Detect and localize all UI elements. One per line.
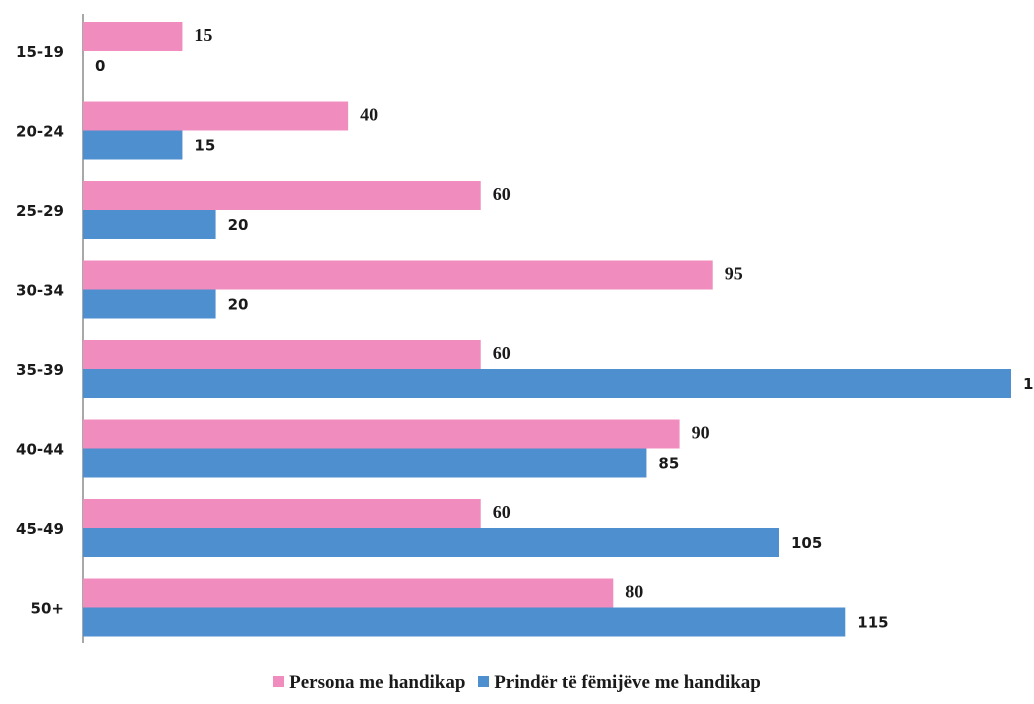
legend: Persona me handikap Prindër të fëmijëve … <box>0 672 1034 694</box>
bar-prinder <box>83 369 1011 398</box>
data-label: 90 <box>692 423 710 443</box>
bar-prinder <box>83 130 183 160</box>
category-label: 30-34 <box>16 282 64 300</box>
data-label: 85 <box>658 455 679 473</box>
category-label: 50+ <box>31 600 64 618</box>
data-label: 115 <box>857 614 888 632</box>
data-label: 15 <box>194 25 212 45</box>
category-label: 15-19 <box>16 43 64 61</box>
data-label: 0 <box>95 57 105 75</box>
bar-persona <box>83 22 183 51</box>
bar-prinder <box>83 528 779 557</box>
bar-persona <box>83 578 614 608</box>
bars-layer <box>83 22 1011 637</box>
legend-item-persona: Persona me handikap <box>273 672 465 694</box>
data-label: 60 <box>493 184 511 204</box>
bar-persona <box>83 181 481 210</box>
data-label: 60 <box>493 343 511 363</box>
category-label: 45-49 <box>16 520 64 538</box>
category-label: 20-24 <box>16 123 64 141</box>
bar-prinder <box>83 210 216 239</box>
bar-chart: 15-19 15 0 20-24 40 15 25-29 60 20 30-34 95 20 35-39… <box>16 14 1034 643</box>
data-label: 95 <box>725 264 743 284</box>
data-label: 20 <box>228 296 249 314</box>
bar-prinder <box>83 448 647 478</box>
bar-persona <box>83 499 481 528</box>
legend-swatch-blue <box>478 676 490 687</box>
data-label: 20 <box>228 216 249 234</box>
legend-label-persona: Persona me handikap <box>289 672 466 693</box>
data-label: 140 <box>1023 375 1034 393</box>
data-label: 105 <box>791 534 822 552</box>
bar-persona <box>83 419 680 449</box>
bar-persona <box>83 340 481 369</box>
bar-prinder <box>83 607 846 637</box>
category-label: 25-29 <box>16 202 64 220</box>
data-label: 15 <box>194 137 215 155</box>
bar-persona <box>83 260 713 290</box>
data-label: 80 <box>625 582 643 602</box>
bar-persona <box>83 101 349 131</box>
data-label: 60 <box>493 502 511 522</box>
legend-swatch-pink <box>273 676 285 687</box>
category-label: 40-44 <box>16 441 64 459</box>
labels-layer: 15-19 15 0 20-24 40 15 25-29 60 20 30-34 95 20 35-39… <box>16 25 1034 632</box>
bar-prinder <box>83 289 216 319</box>
category-label: 35-39 <box>16 361 64 379</box>
data-label: 40 <box>360 105 378 125</box>
legend-label-prinder: Prindër të fëmijëve me handikap <box>494 672 761 693</box>
legend-item-prinder: Prindër të fëmijëve me handikap <box>478 672 761 694</box>
